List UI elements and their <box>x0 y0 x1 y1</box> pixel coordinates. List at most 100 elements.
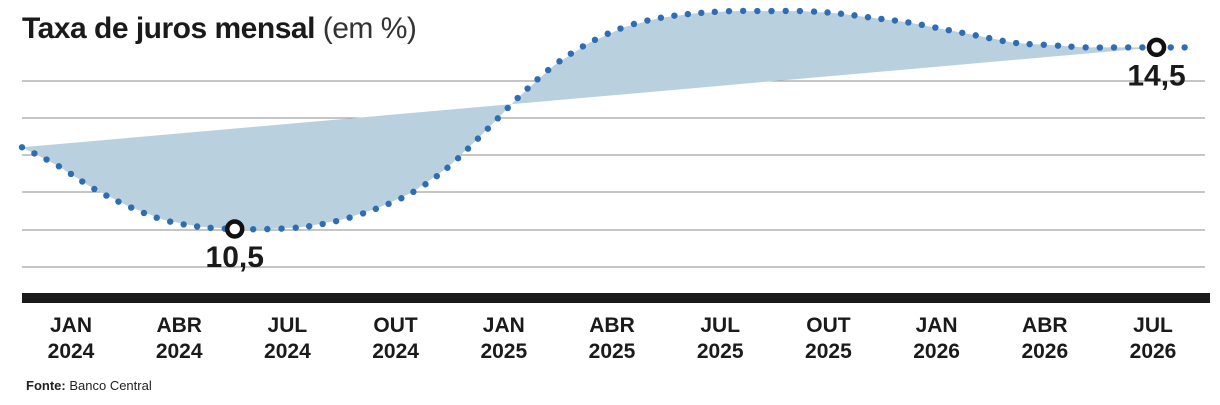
series-point <box>544 66 552 74</box>
series-point <box>278 225 285 232</box>
series-point <box>1012 39 1020 47</box>
series-point <box>754 7 761 15</box>
x-tick-month: ABR <box>156 314 202 337</box>
series-point <box>385 200 392 208</box>
series-point <box>444 164 451 171</box>
series-point <box>359 210 367 217</box>
series-dotted-line <box>18 7 1188 233</box>
x-tick-month: JAN <box>916 314 958 337</box>
x-tick-year: 2026 <box>1130 340 1177 363</box>
series-point <box>264 225 271 233</box>
series-point <box>1181 44 1188 51</box>
series-point <box>504 104 511 112</box>
x-tick-month: OUT <box>373 314 418 337</box>
series-point <box>905 19 912 26</box>
series-point <box>55 163 63 170</box>
series-point <box>1110 44 1118 51</box>
series-point <box>1139 44 1146 51</box>
series-point <box>824 9 831 16</box>
series-point <box>140 209 148 217</box>
x-tick-year: 2024 <box>48 340 95 363</box>
series-point <box>851 12 858 19</box>
series-point <box>796 7 804 15</box>
chart-title-text: Taxa de juros mensal <box>22 12 315 45</box>
series-point <box>534 76 541 83</box>
series-point <box>433 172 441 180</box>
series-point <box>422 181 429 188</box>
shaded-area <box>22 11 1157 229</box>
series-point <box>725 7 733 15</box>
series-point <box>1054 42 1062 49</box>
series-point <box>1082 44 1089 51</box>
x-tick-year: 2024 <box>156 340 203 363</box>
series-point <box>332 217 340 225</box>
series-point <box>932 24 939 31</box>
series-point <box>644 17 651 24</box>
series-point <box>79 178 86 185</box>
series-point <box>67 170 75 178</box>
series-point <box>319 220 326 228</box>
series-point <box>207 224 214 232</box>
series-point <box>464 145 472 152</box>
series-point <box>484 125 492 132</box>
series-point <box>579 43 587 50</box>
series-point <box>31 150 38 157</box>
series-point <box>305 223 313 230</box>
series-point <box>514 94 521 102</box>
series-point <box>292 224 299 231</box>
series-point <box>115 198 122 205</box>
series-point <box>999 37 1006 45</box>
x-axis-bar <box>22 293 1210 303</box>
x-tick-month: OUT <box>806 314 851 337</box>
series-point <box>671 12 678 19</box>
series-point <box>128 204 135 211</box>
series-point <box>657 14 665 21</box>
series-point <box>18 144 26 151</box>
series-point <box>630 20 638 28</box>
series-point <box>711 8 718 16</box>
x-tick-year: 2026 <box>1021 340 1068 363</box>
series-point <box>1040 41 1048 48</box>
series-point <box>945 26 952 34</box>
series-point <box>918 21 926 29</box>
x-tick-year: 2024 <box>372 340 419 363</box>
annotation-label: 14,5 <box>1127 59 1185 92</box>
series-point <box>249 226 257 233</box>
series-point <box>193 223 201 230</box>
series-point <box>474 135 482 142</box>
chart-title: Taxa de juros mensal (em %) <box>22 12 417 46</box>
series-point <box>782 7 789 15</box>
x-tick-year: 2025 <box>480 340 527 363</box>
annotation-marker <box>224 219 245 239</box>
series-point <box>739 7 747 15</box>
annotation-label: 10,5 <box>206 241 264 274</box>
series-point <box>167 218 174 225</box>
x-tick-year: 2025 <box>697 340 744 363</box>
x-axis-ticks: JAN 2024 ABR 2024 JUL 2024 OUT 2024 JAN 2025 ABR 20… <box>48 314 1177 363</box>
series-point <box>698 9 705 17</box>
series-point <box>43 156 50 163</box>
series-point <box>959 29 966 36</box>
x-tick-year: 2024 <box>264 340 311 363</box>
series-point <box>1167 44 1174 51</box>
x-tick-year: 2025 <box>589 340 636 363</box>
series-point <box>1124 44 1132 51</box>
x-tick-year: 2026 <box>913 340 960 363</box>
series-point <box>591 36 599 44</box>
series-point <box>1068 43 1075 50</box>
x-tick-month: JAN <box>483 314 525 337</box>
series-point <box>768 7 775 15</box>
series-point <box>1026 40 1033 48</box>
series-point <box>972 32 979 39</box>
series-point <box>153 214 160 221</box>
series-point <box>810 8 818 15</box>
annotations: 10,5 14,5 <box>206 37 1186 274</box>
series-point <box>103 192 110 199</box>
series-point <box>346 214 353 221</box>
series-point <box>398 195 405 202</box>
source-label: Fonte: <box>26 378 66 393</box>
annotation-marker <box>1146 37 1167 58</box>
series-point <box>986 34 993 42</box>
series-point <box>494 115 501 122</box>
